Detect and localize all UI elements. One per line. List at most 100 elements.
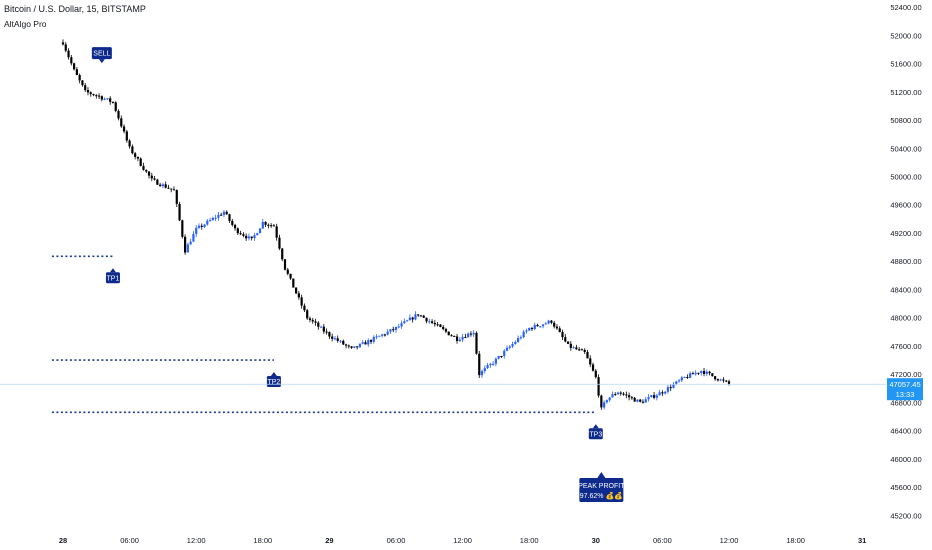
last-price-value: 47057.45 bbox=[889, 380, 920, 389]
candle-body bbox=[197, 225, 201, 228]
x-tick-label: 18:00 bbox=[253, 536, 272, 545]
candle-body bbox=[159, 184, 162, 187]
time-axis: 28 06:00 12:00 18:00 29 06:00 12:00 18:00 30 06:0… bbox=[59, 536, 867, 545]
candle-body bbox=[278, 237, 281, 249]
candle-body bbox=[458, 339, 461, 341]
candle bbox=[450, 334, 453, 337]
candle bbox=[128, 139, 131, 149]
candle-body bbox=[467, 333, 470, 338]
candle bbox=[558, 326, 561, 333]
candle bbox=[406, 319, 409, 322]
candle-body bbox=[64, 44, 67, 51]
candle bbox=[381, 333, 384, 338]
candle bbox=[455, 333, 459, 344]
candle bbox=[292, 278, 295, 288]
candle bbox=[636, 399, 639, 403]
label-pointer bbox=[98, 59, 105, 64]
candle bbox=[680, 375, 683, 383]
candle bbox=[605, 399, 608, 404]
candle-body bbox=[625, 394, 628, 396]
candle-body bbox=[572, 347, 575, 349]
candle-body bbox=[622, 393, 625, 395]
candle bbox=[350, 345, 353, 349]
candle bbox=[220, 212, 223, 216]
candle-body bbox=[428, 321, 431, 323]
candle-body bbox=[261, 221, 264, 229]
candle bbox=[475, 331, 478, 355]
candle bbox=[175, 189, 178, 207]
candle bbox=[458, 337, 461, 342]
candle-body bbox=[319, 326, 323, 328]
symbol-title[interactable]: Bitcoin / U.S. Dollar, 15, BITSTAMP bbox=[4, 4, 146, 14]
candle bbox=[214, 214, 217, 222]
candle-body bbox=[258, 228, 262, 234]
candle-body bbox=[444, 329, 448, 332]
candle bbox=[258, 228, 262, 234]
candle-body bbox=[120, 118, 123, 127]
candle-body bbox=[486, 365, 489, 369]
candle-body bbox=[600, 395, 603, 408]
candle bbox=[306, 308, 309, 320]
candle bbox=[272, 224, 275, 227]
candle bbox=[295, 287, 298, 295]
candle bbox=[170, 188, 173, 193]
x-tick-label: 12:00 bbox=[720, 536, 739, 545]
candle-body bbox=[81, 80, 84, 86]
label-pointer bbox=[109, 268, 116, 273]
candle bbox=[333, 336, 337, 341]
candle bbox=[178, 201, 181, 222]
candle-body bbox=[619, 392, 622, 394]
candle-body bbox=[125, 131, 128, 141]
candle bbox=[686, 374, 689, 379]
candle-body bbox=[442, 326, 445, 330]
candle bbox=[186, 242, 189, 253]
candle-body bbox=[566, 341, 570, 344]
candle bbox=[614, 392, 617, 396]
candle bbox=[253, 232, 256, 241]
candle bbox=[447, 331, 450, 336]
x-tick-label: 30 bbox=[592, 536, 600, 545]
candle bbox=[414, 311, 417, 321]
candle-body bbox=[705, 371, 708, 375]
candle-body bbox=[203, 224, 206, 227]
candle bbox=[417, 314, 420, 317]
candle bbox=[553, 320, 556, 329]
candle-body bbox=[245, 235, 248, 239]
label-text: TP3 bbox=[589, 431, 602, 438]
candle-body bbox=[247, 236, 251, 239]
label-text: TP1 bbox=[107, 275, 120, 282]
candle-body bbox=[325, 331, 328, 333]
candle bbox=[386, 329, 389, 336]
candle-body bbox=[397, 326, 400, 328]
candle bbox=[147, 171, 151, 179]
candle bbox=[136, 156, 140, 162]
candle bbox=[84, 82, 87, 93]
candle bbox=[89, 91, 92, 97]
candle bbox=[705, 369, 708, 377]
indicator-name[interactable]: AltAlgo Pro bbox=[4, 19, 47, 29]
y-tick-label: 48800.00 bbox=[890, 257, 921, 266]
candle-body bbox=[669, 387, 672, 389]
price-axis: 52400.00 52000.00 51600.00 51200.00 50800.00… bbox=[890, 3, 921, 520]
candle-body bbox=[286, 269, 289, 274]
last-price-box bbox=[887, 378, 923, 401]
candle bbox=[566, 341, 570, 345]
candle bbox=[677, 379, 681, 383]
candle bbox=[550, 320, 553, 325]
candle-body bbox=[711, 373, 714, 377]
candle-body bbox=[300, 297, 303, 306]
candle-body bbox=[369, 340, 373, 342]
candle-body bbox=[303, 305, 306, 311]
label-box bbox=[588, 428, 603, 440]
candle bbox=[211, 216, 214, 221]
x-tick-label: 06:00 bbox=[387, 536, 406, 545]
candle bbox=[364, 340, 367, 345]
candle-body bbox=[417, 314, 420, 316]
candle bbox=[442, 324, 445, 331]
candle bbox=[561, 329, 564, 340]
candle bbox=[217, 211, 220, 221]
candle-body bbox=[555, 326, 559, 329]
